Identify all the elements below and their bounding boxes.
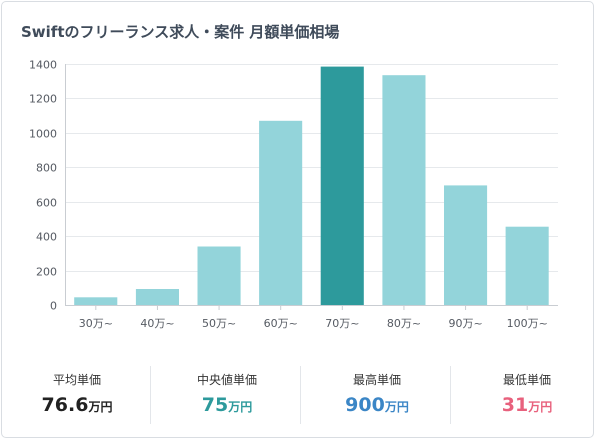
bar	[259, 120, 303, 305]
stat-average-unit: 万円	[88, 400, 113, 414]
bar	[444, 185, 488, 305]
stat-divider	[300, 366, 301, 424]
bar	[320, 66, 364, 305]
bar-chart: 0 200 400 600 800 1000 1200 1400 30万~ 40万~ 50万~ 60万…	[29, 59, 558, 330]
stat-median: 中央値単価 75万円	[152, 360, 302, 428]
stat-max-unit: 万円	[384, 400, 409, 414]
bar	[382, 75, 426, 305]
x-tick-label: 30万~	[79, 317, 113, 330]
stat-min-unit: 万円	[528, 400, 553, 414]
stat-divider	[450, 366, 451, 424]
stat-max: 最高単価 900万円	[302, 360, 452, 428]
stats-row: 平均単価 76.6万円 中央値単価 75万円 最高単価 900万円 最低単価 3…	[2, 360, 597, 430]
stat-max-label: 最高単価	[352, 373, 401, 387]
x-tick-label: 100万~	[507, 317, 548, 330]
stat-max-value: 900万円	[302, 394, 452, 416]
stat-average: 平均単価 76.6万円	[2, 360, 152, 428]
stat-average-label: 平均単価	[52, 373, 101, 387]
y-tick-label: 1200	[29, 93, 57, 106]
y-tick-label: 400	[36, 231, 57, 244]
stat-median-label: 中央値単価	[196, 373, 257, 387]
y-tick-label: 0	[50, 300, 57, 313]
bar	[505, 226, 549, 305]
y-tick-label: 800	[36, 162, 57, 175]
stat-min-label: 最低単価	[502, 373, 551, 387]
stat-median-number: 75	[201, 394, 229, 416]
x-tick-label: 80万~	[387, 317, 421, 330]
stat-median-unit: 万円	[228, 400, 253, 414]
stat-min-number: 31	[501, 394, 529, 416]
x-tick-label: 70万~	[325, 317, 359, 330]
bar	[135, 289, 179, 305]
bar	[197, 246, 241, 305]
stat-min: 最低単価 31万円	[452, 360, 597, 428]
chart-title: Swiftのフリーランス求人・案件 月額単価相場	[21, 23, 340, 41]
stat-average-number: 76.6	[41, 394, 89, 416]
stat-average-value: 76.6万円	[2, 394, 152, 416]
bar	[74, 297, 118, 305]
x-tick-label: 50万~	[202, 317, 236, 330]
stat-min-value: 31万円	[452, 394, 597, 416]
stat-divider	[150, 366, 151, 424]
stat-median-value: 75万円	[152, 394, 302, 416]
y-tick-label: 200	[36, 266, 57, 279]
y-tick-label: 1400	[29, 59, 57, 72]
y-tick-label: 1000	[29, 128, 57, 141]
y-tick-label: 600	[36, 197, 57, 210]
x-tick-label: 90万~	[448, 317, 482, 330]
x-tick-label: 40万~	[140, 317, 174, 330]
stat-max-number: 900	[345, 394, 385, 416]
x-tick-label: 60万~	[264, 317, 298, 330]
